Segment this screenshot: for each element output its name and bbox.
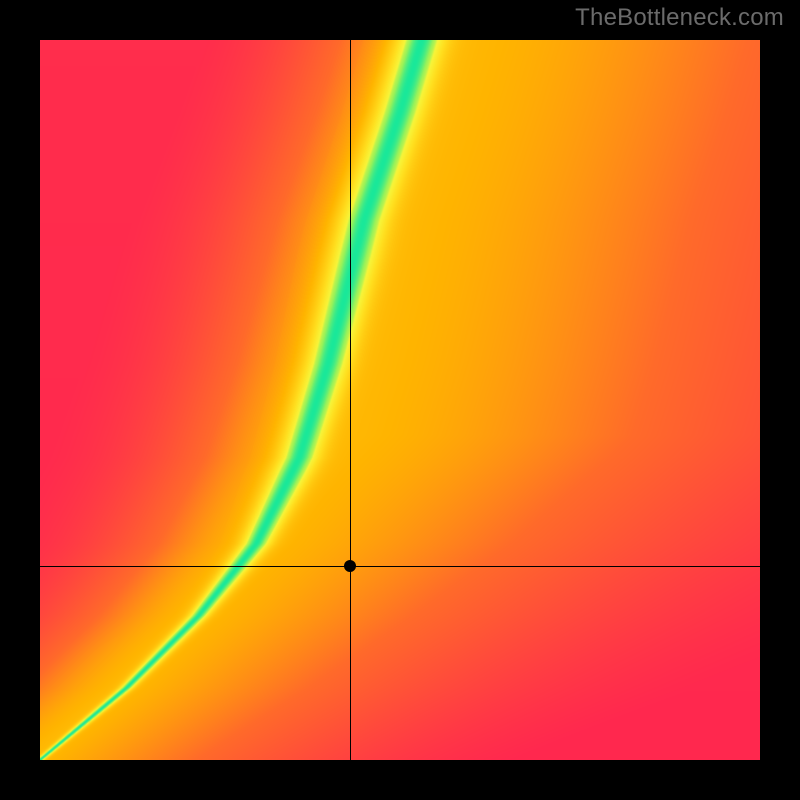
selected-point-marker: [344, 560, 356, 572]
watermark-text: TheBottleneck.com: [575, 4, 784, 32]
heatmap-canvas: [40, 40, 760, 760]
heatmap-plot: [40, 40, 760, 760]
crosshair-horizontal: [40, 566, 760, 567]
crosshair-vertical: [350, 40, 351, 760]
chart-container: TheBottleneck.com: [0, 0, 800, 800]
